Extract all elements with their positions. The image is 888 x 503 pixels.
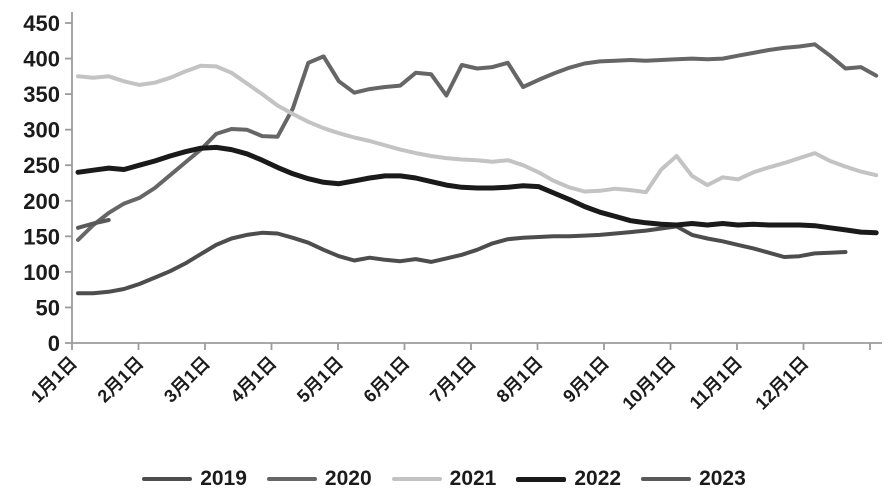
x-tick-label: 11月1日 (686, 353, 746, 413)
y-tick-label: 100 (23, 260, 60, 285)
x-tick-label: 2月1日 (94, 353, 148, 407)
series-line-2023 (76, 218, 111, 230)
legend-swatch-2020 (266, 477, 317, 481)
x-tick-label: 6月1日 (360, 353, 414, 407)
legend-label-2021: 2021 (449, 467, 497, 490)
legend-label-2023: 2023 (699, 467, 746, 490)
y-tick-label: 150 (23, 224, 60, 249)
x-tick-label: 9月1日 (559, 353, 613, 407)
x-tick-label: 12月1日 (751, 353, 812, 414)
x-tick-label: 7月1日 (426, 353, 480, 407)
legend-item-2021: 2021 (391, 467, 497, 491)
y-tick-label: 200 (23, 189, 60, 214)
legend-item-2022: 2022 (516, 467, 621, 491)
x-tick-label: 5月1日 (293, 353, 347, 407)
y-tick-label: 450 (23, 11, 60, 36)
y-tick-label: 400 (23, 47, 60, 72)
series-line-2021 (76, 63, 879, 195)
legend-swatch-2021 (391, 477, 442, 481)
legend-item-2019: 2019 (142, 467, 247, 491)
chart-plot-area: 0 50 100 150 200 250 300 350 400 450 1月1日 2月1日 3月1日 4… (23, 11, 882, 414)
legend-item-2023: 2023 (641, 467, 746, 491)
y-tick-label: 250 (23, 153, 60, 178)
x-tick-label: 10月1日 (618, 353, 679, 414)
legend-label-2020: 2020 (324, 467, 372, 490)
x-tick-label: 8月1日 (493, 353, 547, 407)
legend-swatch-2019 (142, 477, 193, 481)
y-tick-label: 50 (36, 295, 60, 320)
x-tick-label: 1月1日 (27, 353, 81, 407)
legend-label-2022: 2022 (574, 467, 622, 490)
legend-swatch-2022 (516, 476, 567, 482)
x-tick-label: 4月1日 (227, 353, 281, 407)
legend-item-2020: 2020 (266, 467, 372, 491)
y-tick-label: 300 (23, 118, 60, 143)
series-line-2020 (76, 42, 879, 242)
legend-swatch-2023 (641, 477, 692, 481)
legend-label-2019: 2019 (200, 467, 247, 490)
series-line-2019 (76, 224, 848, 296)
y-tick-label: 350 (23, 82, 60, 107)
chart-legend: 2019 2020 2021 2022 2023 (0, 461, 888, 497)
series-line-2022 (75, 144, 879, 236)
y-tick-label: 0 (48, 331, 60, 356)
x-tick-label: 3月1日 (160, 353, 214, 407)
